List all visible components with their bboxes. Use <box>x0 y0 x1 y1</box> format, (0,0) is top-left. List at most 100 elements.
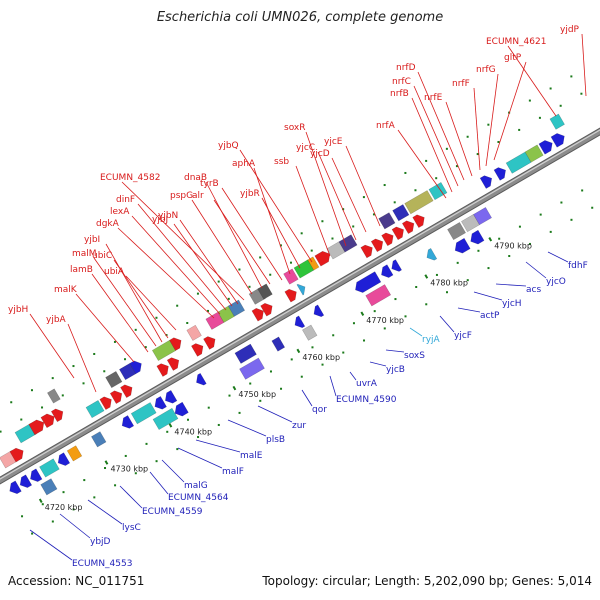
gene-feature[interactable] <box>392 204 410 222</box>
bottom-gene-label[interactable]: qor <box>312 405 327 415</box>
top-gene-label[interactable]: nrfE <box>424 93 443 103</box>
top-gene-label[interactable]: yjcD <box>310 149 330 159</box>
bottom-gene-label[interactable]: plsB <box>266 435 285 445</box>
gene-feature[interactable] <box>479 173 495 189</box>
gene-feature[interactable] <box>428 182 448 201</box>
gene-feature[interactable] <box>424 248 438 262</box>
gene-feature[interactable] <box>550 131 567 148</box>
bottom-gene-label[interactable]: ECUMN_4590 <box>336 395 397 405</box>
gene-feature[interactable] <box>50 406 66 423</box>
gene-feature[interactable] <box>292 315 306 330</box>
gene-feature[interactable] <box>549 113 565 130</box>
gene-feature[interactable] <box>85 400 105 419</box>
bottom-gene-label[interactable]: ryjA <box>422 335 441 345</box>
gene-feature[interactable] <box>538 138 555 155</box>
gene-feature[interactable] <box>169 335 184 351</box>
gene-feature[interactable] <box>493 165 509 181</box>
top-gene-label[interactable]: ubiC <box>92 251 112 261</box>
gene-feature[interactable] <box>99 394 115 411</box>
top-gene-label[interactable]: nrfA <box>376 121 396 131</box>
top-gene-label[interactable]: nrfD <box>396 63 416 73</box>
gene-feature[interactable] <box>524 144 544 163</box>
gene-feature[interactable] <box>7 480 22 496</box>
gene-feature[interactable] <box>468 229 485 246</box>
gene-feature[interactable] <box>314 249 333 267</box>
bottom-gene-label[interactable]: fdhF <box>568 261 588 271</box>
gene-feature[interactable] <box>109 388 125 405</box>
gene-feature[interactable] <box>28 417 47 436</box>
bottom-gene-label[interactable]: malG <box>184 481 208 491</box>
gene-feature[interactable] <box>378 212 396 230</box>
gene-feature[interactable] <box>404 190 434 215</box>
top-gene-label[interactable]: dinF <box>116 195 135 205</box>
top-gene-label[interactable]: gltP <box>504 53 522 63</box>
gene-feature[interactable] <box>370 236 386 253</box>
gene-feature[interactable] <box>447 222 466 241</box>
gene-feature[interactable] <box>17 474 33 490</box>
bottom-gene-label[interactable]: acs <box>526 285 541 295</box>
gene-feature[interactable] <box>389 259 402 274</box>
bottom-gene-label[interactable]: soxS <box>404 351 425 361</box>
bottom-gene-label[interactable]: uvrA <box>356 379 378 389</box>
bottom-gene-label[interactable]: ECUMN_4559 <box>142 507 203 517</box>
gene-feature[interactable] <box>401 218 417 235</box>
gene-feature[interactable] <box>391 224 407 241</box>
top-gene-label[interactable]: dnaB <box>184 173 207 183</box>
top-gene-label[interactable]: yjbA <box>46 315 67 325</box>
top-gene-label[interactable]: nrfF <box>452 79 470 89</box>
gene-feature[interactable] <box>505 151 532 174</box>
top-gene-label[interactable]: yjbN <box>158 211 178 221</box>
top-gene-label[interactable]: tyrB <box>200 179 219 189</box>
gene-feature[interactable] <box>172 401 189 418</box>
top-gene-label[interactable]: malM <box>72 249 97 259</box>
bottom-gene-label[interactable]: zur <box>292 421 306 431</box>
gene-feature[interactable] <box>284 287 300 303</box>
top-gene-label[interactable]: nrfG <box>476 65 496 75</box>
gene-feature[interactable] <box>91 431 107 448</box>
bottom-gene-label[interactable]: yjcO <box>546 277 566 287</box>
gene-feature[interactable] <box>40 411 57 429</box>
gene-feature[interactable] <box>251 306 267 322</box>
gene-feature[interactable] <box>120 382 135 399</box>
gene-feature[interactable] <box>40 478 58 496</box>
gene-feature[interactable] <box>191 341 206 357</box>
gene-feature[interactable] <box>311 304 325 319</box>
top-gene-label[interactable]: lexA <box>110 207 130 217</box>
top-gene-label[interactable]: dgkA <box>96 219 120 229</box>
gene-feature[interactable] <box>9 446 26 463</box>
top-gene-label[interactable]: lamB <box>70 265 93 275</box>
bottom-gene-label[interactable]: yjcH <box>502 299 522 309</box>
gene-feature[interactable] <box>412 212 428 229</box>
bottom-gene-label[interactable]: lysC <box>122 523 141 533</box>
gene-feature[interactable] <box>271 336 286 352</box>
top-gene-label[interactable]: aphA <box>232 159 256 169</box>
bottom-gene-label[interactable]: actP <box>480 311 500 321</box>
gene-feature[interactable] <box>203 334 218 350</box>
gene-feature[interactable] <box>119 363 137 381</box>
gene-feature[interactable] <box>166 355 182 371</box>
top-gene-label[interactable]: yjcE <box>324 137 343 147</box>
top-gene-label[interactable]: yjbQ <box>218 141 239 151</box>
bottom-gene-label[interactable]: yjcB <box>386 365 405 375</box>
gene-feature[interactable] <box>130 402 157 425</box>
gene-feature[interactable] <box>27 468 43 484</box>
gene-feature[interactable] <box>239 357 265 380</box>
top-gene-label[interactable]: yjbJ <box>152 215 168 225</box>
top-gene-label[interactable]: yjcC <box>296 143 315 153</box>
gene-feature[interactable] <box>283 268 299 285</box>
top-gene-label[interactable]: pspG <box>170 191 193 201</box>
top-gene-label[interactable]: ssb <box>274 157 289 167</box>
top-gene-label[interactable]: yjbI <box>84 235 100 245</box>
gene-feature[interactable] <box>352 271 382 295</box>
gene-feature[interactable] <box>296 282 308 296</box>
gene-feature[interactable] <box>193 372 207 387</box>
gene-feature[interactable] <box>152 396 167 411</box>
gene-feature[interactable] <box>360 242 376 259</box>
bottom-gene-label[interactable]: malE <box>240 451 263 461</box>
bottom-gene-label[interactable]: malF <box>222 467 244 477</box>
top-gene-label[interactable]: ECUMN_4621 <box>486 37 546 47</box>
gene-feature[interactable] <box>119 415 135 430</box>
gene-feature[interactable] <box>381 230 397 247</box>
gene-feature[interactable] <box>105 371 123 389</box>
gene-feature[interactable] <box>452 237 471 255</box>
